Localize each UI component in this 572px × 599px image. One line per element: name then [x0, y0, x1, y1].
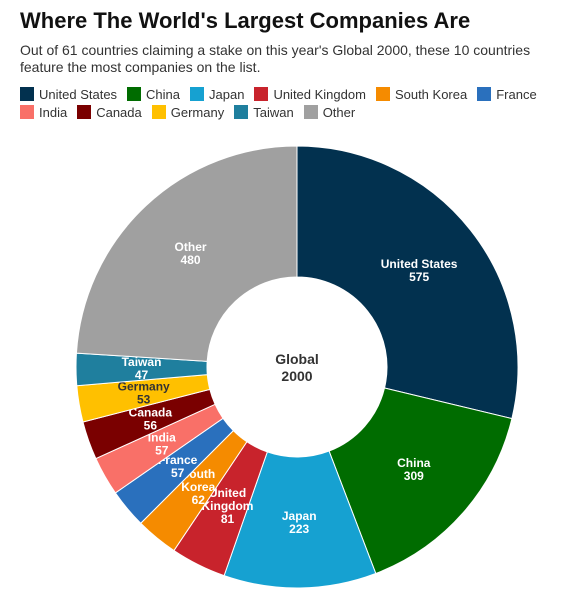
- legend-label: United States: [39, 86, 118, 102]
- slice-label-india: India 57: [148, 430, 176, 457]
- legend-swatch: [303, 105, 318, 119]
- legend-swatch: [20, 87, 34, 101]
- legend-label: India: [39, 104, 68, 120]
- chart-subtitle: Out of 61 countries claiming a stake on …: [20, 42, 531, 75]
- slice-label-japan: Japan 223: [282, 509, 317, 536]
- legend-swatch: [375, 87, 390, 101]
- slice-label-china: China 309: [397, 456, 431, 483]
- legend-swatch: [20, 105, 34, 119]
- legend-label: Germany: [170, 104, 225, 120]
- legend-item-united-kingdom: United Kingdom: [254, 86, 366, 102]
- slice-label-canada: Canada 56: [129, 405, 173, 432]
- slice-label-united-states: United States 575: [381, 257, 458, 284]
- legend-swatch: [77, 105, 92, 119]
- legend-label: Other: [322, 104, 356, 120]
- slice-label-united-kingdom: United Kingdom 81: [201, 486, 253, 526]
- slice-other[interactable]: [75, 145, 298, 362]
- slice-label-south-korea: South Korea 62: [181, 467, 215, 507]
- legend-item-germany: Germany: [151, 104, 225, 120]
- legend: United States China Japan United Kingdom Sou…: [20, 86, 570, 120]
- legend-label: South Korea: [394, 86, 468, 102]
- legend-swatch: [477, 87, 492, 101]
- legend-item-japan: Japan: [190, 86, 244, 102]
- legend-item-canada: Canada: [77, 104, 142, 120]
- legend-item-france: France: [477, 86, 537, 102]
- legend-label: Canada: [96, 104, 142, 120]
- legend-item-taiwan: Taiwan: [234, 104, 294, 120]
- legend-label: Japan: [209, 86, 245, 102]
- slice-label-taiwan: Taiwan 47: [122, 355, 162, 382]
- legend-item-united-states: United States: [20, 86, 117, 102]
- center-label: Global 2000: [275, 351, 319, 384]
- legend-swatch: [234, 105, 249, 119]
- slice-label-other: Other 480: [175, 240, 207, 267]
- legend-item-india: India: [20, 104, 67, 120]
- legend-item-south-korea: South Korea: [375, 86, 468, 102]
- slice-japan[interactable]: [223, 450, 377, 589]
- legend-label: China: [146, 86, 181, 102]
- legend-label: Taiwan: [253, 104, 294, 120]
- slice-united-states[interactable]: [296, 145, 519, 420]
- legend-item-china: China: [127, 86, 180, 102]
- legend-swatch: [254, 87, 269, 101]
- legend-label: France: [496, 86, 537, 102]
- legend-label: United Kingdom: [273, 86, 366, 102]
- legend-swatch: [127, 87, 142, 101]
- legend-swatch: [190, 87, 205, 101]
- slice-china[interactable]: [328, 387, 513, 575]
- chart-title: Where The World's Largest Companies Are: [20, 8, 471, 33]
- legend-swatch: [151, 105, 166, 119]
- slice-label-germany: Germany 53: [118, 380, 170, 407]
- legend-item-other: Other: [303, 104, 356, 120]
